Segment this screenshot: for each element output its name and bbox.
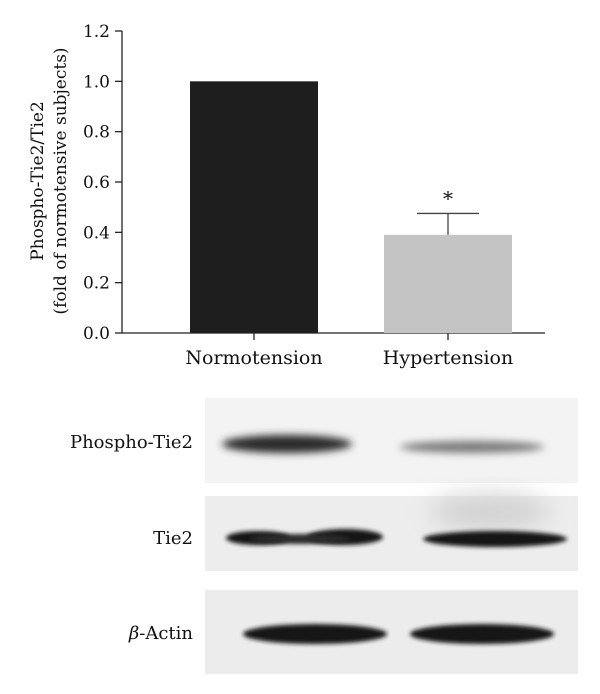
bar-chart: Phospho-Tie2/Tie2 (fold of normotensive … bbox=[28, 22, 545, 369]
bar-normotension bbox=[190, 81, 318, 333]
y-tick-label: 0.0 bbox=[83, 324, 110, 344]
y-tick-label: 0.8 bbox=[83, 123, 110, 143]
band-tie2-hypertension bbox=[423, 531, 567, 547]
band-phospho-tie2-hypertension bbox=[400, 441, 544, 453]
blot-label-phospho-tie2: Phospho-Tie2 bbox=[70, 432, 193, 453]
y-tick-label: 0.4 bbox=[83, 223, 110, 243]
band-beta-actin-hypertension bbox=[410, 624, 554, 644]
band-tie2-normotension-center bbox=[250, 534, 350, 544]
y-tick-label: 1.0 bbox=[83, 72, 110, 92]
x-tick-label-hypertension: Hypertension bbox=[383, 347, 513, 369]
bars: * bbox=[190, 81, 512, 333]
bar-hypertension bbox=[384, 234, 512, 333]
y-tick-label: 0.2 bbox=[83, 274, 110, 294]
y-axis-title-line2: (fold of normotensive subjects) bbox=[51, 47, 71, 314]
x-tick-label-normotension: Normotension bbox=[185, 347, 322, 369]
blot-label-tie2: Tie2 bbox=[153, 528, 193, 549]
x-axis: Normotension Hypertension bbox=[122, 332, 545, 369]
significance-marker: * bbox=[443, 186, 453, 210]
y-axis-title-line1: Phospho-Tie2/Tie2 bbox=[28, 101, 48, 261]
y-axis: 0.0 0.2 0.4 0.6 0.8 1.0 1.2 bbox=[83, 22, 123, 344]
blot-background-smudge bbox=[430, 494, 550, 530]
y-tick-label: 0.6 bbox=[83, 173, 110, 193]
band-phospho-tie2-normotension bbox=[222, 435, 352, 453]
band-beta-actin-normotension bbox=[243, 624, 387, 644]
western-blot: Phospho-Tie2 Tie2 β-Actin bbox=[70, 398, 578, 674]
blot-label-beta-actin: β-Actin bbox=[128, 623, 194, 644]
y-tick-label: 1.2 bbox=[83, 22, 110, 42]
